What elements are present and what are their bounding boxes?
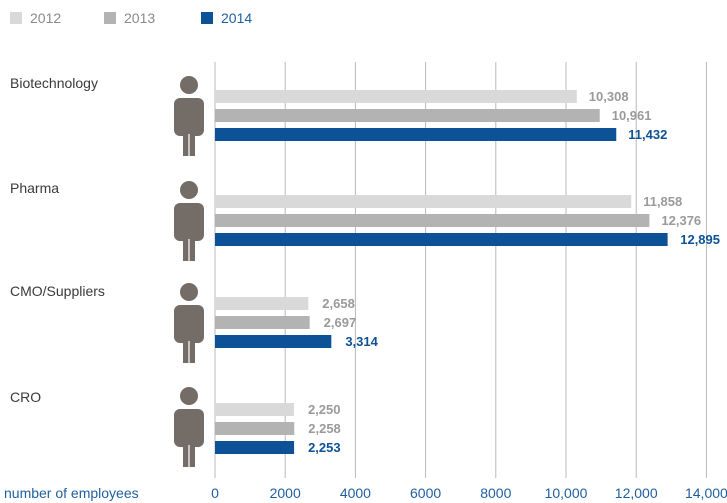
value-labels: 10,308 10,961 11,432 11,858 12,376 12,895 2,65… [308,89,720,455]
bar-2012 [215,297,309,310]
bar-2013 [215,316,310,329]
value-label: 12,376 [661,213,701,228]
legend: 2012 2013 2014 [10,10,252,26]
value-label: 11,432 [628,127,667,142]
x-tick-label: 2000 [270,485,301,501]
person-icons [174,76,204,467]
x-tick-label: 14,000 [685,485,727,501]
bar-2013 [215,214,650,227]
x-tick-label: 4000 [340,485,371,501]
category-labels: Biotechnology Pharma CMO/Suppliers CRO [10,75,105,405]
value-label: 10,308 [589,89,629,104]
value-label: 2,697 [324,315,357,330]
legend-swatch-2012 [10,12,22,24]
person-icon [174,283,204,363]
x-tick-label: 6000 [410,485,441,501]
person-icon [174,181,204,261]
x-tick-label: 0 [211,485,219,501]
value-label: 10,961 [612,108,652,123]
bar-2014 [215,335,332,348]
bar-2014 [215,441,295,454]
bar-2012 [215,90,577,103]
bar-2012 [215,195,632,208]
value-label: 2,658 [322,296,355,311]
x-tick-label: 8000 [480,485,511,501]
legend-label-2014: 2014 [221,10,252,26]
value-label: 2,253 [308,440,341,455]
legend-swatch-2013 [104,12,116,24]
value-label: 2,250 [308,402,341,417]
x-tick-label: 10,000 [545,485,588,501]
category-label: CRO [10,389,41,405]
bar-2014 [215,233,668,246]
value-label: 2,258 [308,421,341,436]
legend-label-2012: 2012 [30,10,61,26]
bar-2013 [215,422,295,435]
bar-2014 [215,128,617,141]
bar-2012 [215,403,294,416]
x-axis: number of employees 0 2000 4000 6000 8000 10,… [4,485,727,501]
x-tick-label: 12,000 [615,485,658,501]
person-icon [174,76,204,156]
x-axis-title: number of employees [4,485,139,501]
legend-label-2013: 2013 [124,10,155,26]
person-icon [174,387,204,467]
value-label: 12,895 [680,232,720,247]
category-label: CMO/Suppliers [10,283,105,299]
value-label: 11,858 [643,194,682,209]
category-label: Biotechnology [10,75,98,91]
bars [215,90,668,454]
value-label: 3,314 [345,334,378,349]
category-label: Pharma [10,180,59,196]
legend-swatch-2014 [201,12,213,24]
bar-2013 [215,109,600,122]
